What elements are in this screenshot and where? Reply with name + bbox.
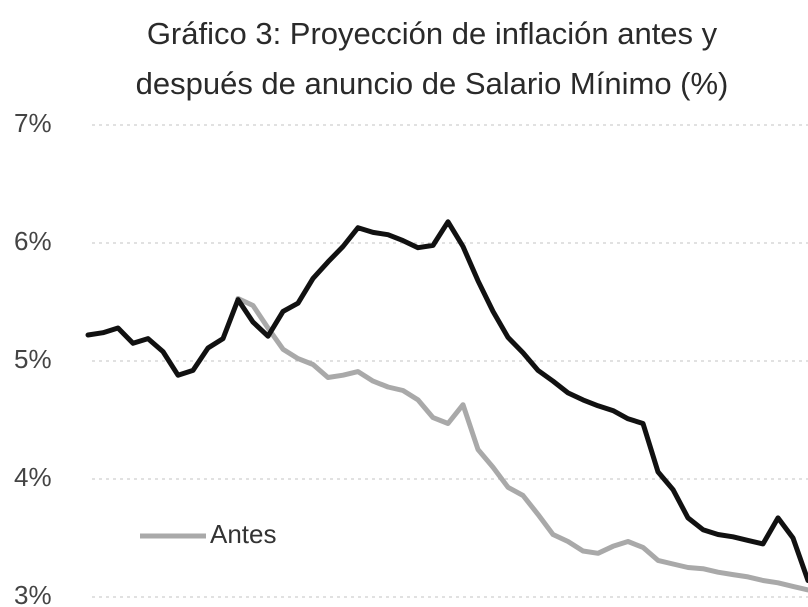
y-tick-label: 3% xyxy=(14,580,52,607)
y-tick-label: 6% xyxy=(14,226,52,256)
y-tick-label: 7% xyxy=(14,108,52,138)
series-line xyxy=(85,219,808,583)
series-line xyxy=(235,296,808,593)
y-tick-label: 4% xyxy=(14,462,52,492)
chart-title: después de anuncio de Salario Mínimo (%) xyxy=(136,66,729,101)
legend-label: Antes xyxy=(210,519,277,549)
y-tick-label: 5% xyxy=(14,344,52,374)
chart-title: Gráfico 3: Proyección de inflación antes… xyxy=(147,16,718,51)
